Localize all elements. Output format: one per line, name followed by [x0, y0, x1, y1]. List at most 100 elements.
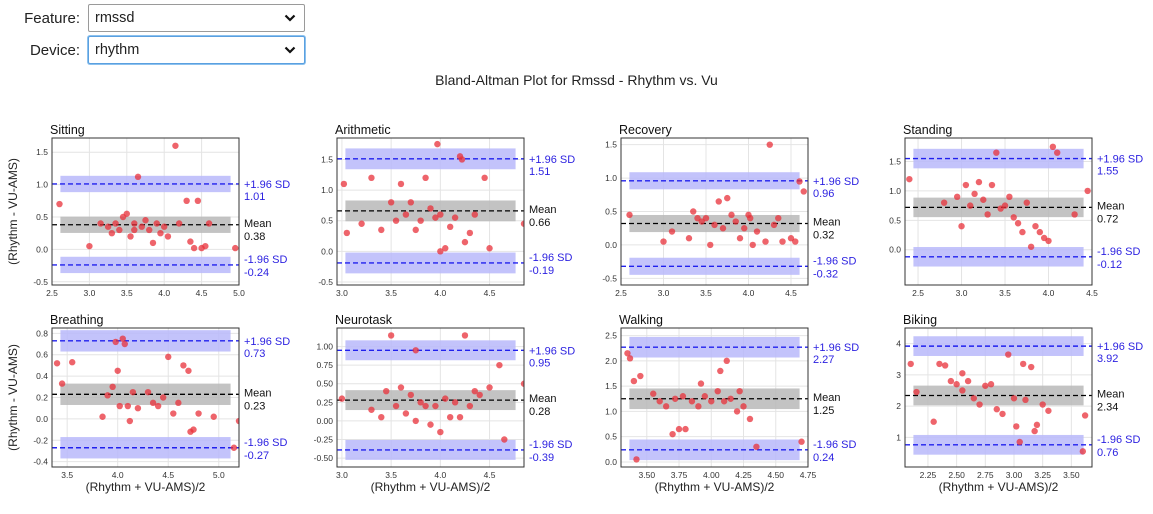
data-point — [417, 217, 424, 224]
panel-arithmetic: 3.0 3.5 4.0 4.5 -0.5 0.0 0.5 1.0 1.5 Arithmetic +1… — [318, 123, 575, 298]
data-point — [975, 178, 983, 186]
x-tick-label: 4.0 — [112, 470, 124, 480]
lower-limit-value: -0.24 — [244, 267, 269, 279]
data-point — [741, 225, 748, 232]
feature-select[interactable]: rmssd — [88, 4, 305, 32]
data-point — [131, 226, 138, 234]
data-point — [104, 223, 112, 230]
lower-limit-label: -1.96 SD — [529, 439, 572, 451]
plot-frame — [336, 327, 525, 468]
upper-limit-value: 0.73 — [244, 348, 265, 360]
data-point — [232, 244, 239, 252]
y-tick-label: 0.5 — [321, 216, 333, 226]
lower-limit-band — [60, 437, 231, 459]
data-point — [1049, 143, 1057, 151]
x-axis-label: (Rhythm + VU-AMS)/2 — [655, 480, 775, 494]
y-tick-label: -0.25 — [314, 434, 334, 444]
data-point — [993, 406, 1000, 413]
data-point — [417, 399, 424, 406]
y-tick-label: 0.0 — [605, 457, 617, 467]
data-point — [727, 395, 734, 402]
data-point — [685, 235, 693, 242]
upper-limit-band — [629, 172, 800, 190]
y-tick-label: 0.0 — [321, 246, 333, 256]
data-point — [466, 229, 474, 237]
chevron-down-icon — [284, 14, 296, 22]
subplot-title: Standing — [903, 123, 952, 137]
lower-limit-band — [345, 252, 516, 274]
data-point — [662, 403, 670, 410]
data-point — [520, 220, 524, 227]
data-point — [496, 361, 503, 369]
data-point — [134, 404, 142, 412]
upper-limit-band — [345, 340, 516, 361]
plot-content — [52, 328, 239, 467]
device-select[interactable]: rhythm — [88, 36, 305, 64]
data-point — [1010, 395, 1018, 402]
data-point — [717, 367, 724, 375]
plot-content — [905, 138, 1092, 285]
y-tick-label: 1.00 — [316, 342, 333, 352]
data-point — [708, 398, 715, 405]
data-point — [121, 340, 128, 348]
data-point — [679, 393, 687, 400]
y-tick-label: 1.0 — [889, 186, 901, 196]
data-point — [1016, 438, 1023, 446]
data-point — [116, 402, 123, 410]
data-point — [967, 202, 974, 209]
data-point — [982, 382, 989, 389]
upper-limit-value: 1.51 — [529, 166, 550, 178]
data-point — [138, 223, 145, 230]
mean-value: 0.32 — [813, 230, 834, 242]
y-axis-label: (Rhythm - VU-AMS) — [6, 344, 20, 451]
plot-frame — [51, 327, 240, 468]
data-point — [1036, 228, 1044, 236]
x-tick-label: 2.5 — [46, 288, 58, 298]
data-point — [792, 238, 799, 245]
data-point — [753, 443, 760, 450]
data-point — [235, 417, 239, 425]
device-control: Device: rhythm — [0, 35, 305, 65]
data-point — [702, 214, 710, 222]
data-point — [387, 199, 395, 206]
data-point — [1081, 412, 1089, 419]
data-point — [656, 398, 663, 405]
data-point — [798, 438, 805, 445]
data-point — [1019, 360, 1027, 368]
mean-value: 1.25 — [813, 405, 834, 417]
data-point — [154, 402, 162, 410]
x-tick-label: 4.5 — [162, 470, 174, 480]
data-point — [134, 173, 142, 181]
data-point — [626, 211, 633, 219]
subplot-title: Recovery — [619, 123, 673, 137]
data-point — [368, 406, 375, 413]
upper-limit-value: 3.92 — [1097, 353, 1118, 365]
data-point — [187, 238, 194, 245]
lower-limit-value: 0.24 — [813, 452, 834, 464]
data-point — [930, 418, 937, 425]
data-point — [766, 141, 773, 148]
data-point — [368, 174, 375, 182]
mean-label: Mean — [813, 217, 841, 229]
data-point — [99, 413, 106, 420]
x-tick-label: 5.0 — [213, 470, 225, 480]
y-tick-label: 1 — [896, 432, 901, 442]
lower-limit-band — [913, 247, 1084, 267]
data-point — [471, 211, 478, 218]
x-tick-label: 3.5 — [385, 288, 397, 298]
data-point — [746, 415, 754, 423]
data-point — [402, 211, 410, 218]
data-point — [1013, 423, 1020, 430]
y-tick-label: 0.5 — [605, 207, 617, 217]
y-axis-label: (Rhythm - VU-AMS) — [6, 158, 20, 265]
subplot-title: Arithmetic — [335, 123, 391, 137]
data-point — [397, 180, 405, 188]
mean-label: Mean — [529, 393, 557, 405]
data-point — [142, 217, 149, 224]
mean-value: 0.66 — [529, 217, 550, 229]
panel-neurotask: 3.0 3.5 4.0 4.5 -0.50 -0.25 0.00 0.25 0.50 0.75 1.… — [314, 313, 576, 494]
data-point — [740, 403, 747, 410]
lower-limit-band — [629, 257, 800, 275]
data-point — [412, 417, 419, 425]
